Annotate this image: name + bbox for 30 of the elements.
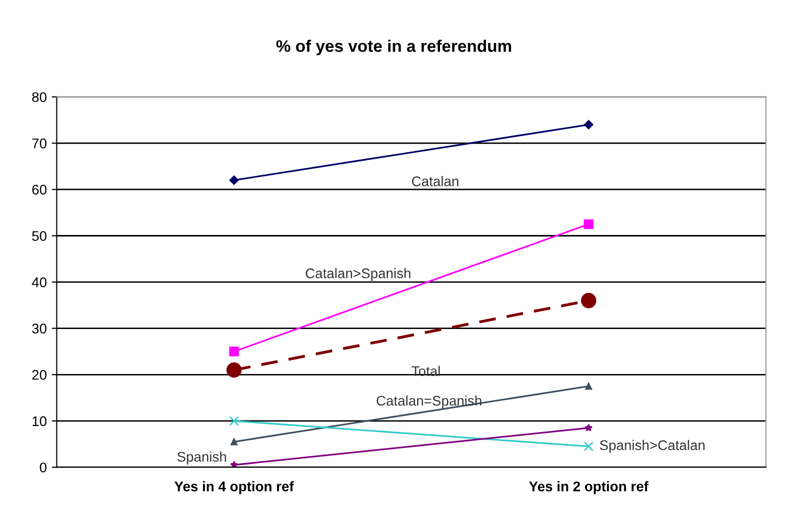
y-tick-label: 50 <box>32 231 46 241</box>
chart-title: % of yes vote in a referendum <box>276 40 512 56</box>
series-label: Spanish>Catalan <box>600 440 705 453</box>
point <box>229 416 239 426</box>
y-tick-label: 10 <box>32 416 46 426</box>
series-label: Catalan>Spanish <box>306 268 410 281</box>
y-tick-label: 40 <box>32 277 46 288</box>
series-label: Catalan <box>412 176 458 186</box>
y-tick-label: 20 <box>32 370 46 380</box>
point <box>229 346 239 356</box>
point <box>585 382 592 390</box>
y-tick-label: 70 <box>32 138 46 148</box>
point <box>584 219 594 230</box>
point <box>229 176 239 185</box>
point <box>584 120 594 130</box>
y-tick-label: 80 <box>32 92 46 102</box>
point <box>584 424 593 432</box>
point <box>584 442 594 452</box>
x-tick-label: Yes in 2 option ref <box>529 481 648 494</box>
text: Total <box>412 366 440 376</box>
point <box>580 292 596 308</box>
y-tick-label: 60 <box>32 184 46 195</box>
point <box>230 460 238 468</box>
point <box>226 362 242 378</box>
series-label: Catalan=Spanish <box>376 395 482 408</box>
series-label: Spanish <box>177 452 226 464</box>
x-tick-label: Yes in 4 option ref <box>174 481 294 494</box>
y-tick-label: 30 <box>32 324 46 334</box>
y-tick-label: 0 <box>40 462 46 472</box>
point <box>230 438 238 446</box>
